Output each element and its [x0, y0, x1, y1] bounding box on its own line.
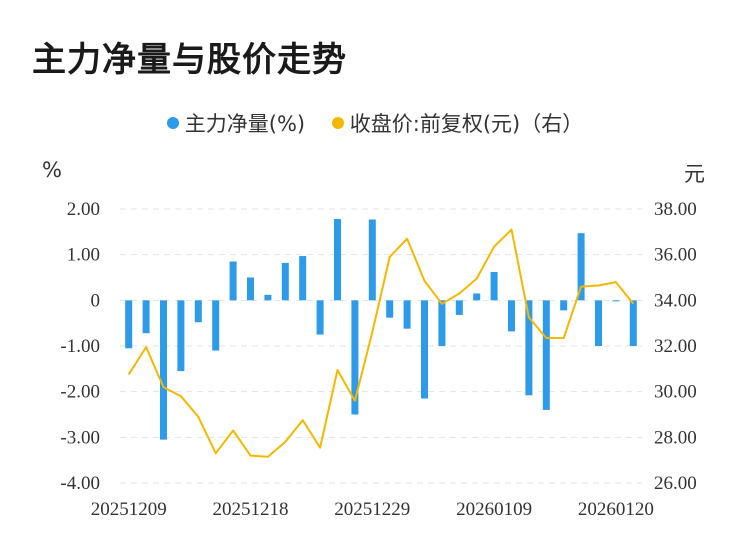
bar-series [125, 219, 637, 440]
legend-label-close-price: 收盘价:前复权(元)（右） [349, 112, 584, 136]
bar [577, 233, 585, 301]
right-tick-label: 28.00 [654, 427, 697, 448]
bar [247, 277, 254, 301]
legend-label-net-volume: 主力净量(%) [184, 112, 306, 136]
bar [455, 300, 463, 315]
bar [612, 300, 620, 302]
x-tick-label: 20260109 [456, 499, 532, 520]
left-tick-label: -4.00 [60, 473, 100, 494]
left-tick-label: 0 [91, 290, 101, 311]
bar [299, 256, 307, 301]
bar [142, 300, 150, 334]
bar [316, 300, 324, 335]
x-tick-label: 20251209 [91, 499, 167, 520]
bar [403, 300, 411, 329]
bar [386, 300, 394, 318]
right-tick-label: 26.00 [654, 473, 697, 494]
bar [212, 300, 220, 351]
right-tick-label: 36.00 [654, 245, 697, 266]
right-axis-ticks: 38.00 36.00 34.00 32.00 30.00 28.00 26.00 [654, 199, 697, 494]
legend-item-net-volume[interactable]: 主力净量(%) [166, 108, 306, 138]
grid-lines [120, 208, 642, 484]
bar [438, 300, 446, 346]
bar [160, 300, 167, 440]
bar [525, 300, 533, 396]
legend-dot-net-volume [166, 117, 179, 129]
bar [177, 300, 185, 372]
line-series [127, 228, 635, 458]
bar [351, 300, 359, 415]
right-tick-label: 38.00 [654, 199, 697, 220]
left-tick-label: -3.00 [60, 427, 100, 448]
x-tick-label: 20251218 [213, 499, 289, 520]
x-tick-label: 20260120 [578, 499, 654, 520]
bar [125, 300, 133, 349]
bar [229, 261, 237, 301]
bar [194, 300, 202, 323]
right-tick-label: 32.00 [654, 336, 697, 357]
left-tick-label: 1.00 [67, 245, 100, 266]
left-axis-unit: % [42, 158, 62, 182]
bar [629, 300, 637, 346]
x-axis-ticks: 20251209 20251218 20251229 20260109 20260120 [91, 499, 654, 520]
bar [542, 300, 550, 410]
left-axis-ticks: 2.00 1.00 0 -1.00 -2.00 -3.00 -4.00 [60, 199, 100, 494]
left-tick-label: 2.00 [67, 199, 100, 220]
price-line [127, 228, 635, 458]
legend-dot-close-price [331, 117, 344, 129]
bar [490, 272, 498, 301]
right-tick-label: 30.00 [654, 382, 697, 403]
bar [508, 300, 515, 332]
right-axis-unit: 元 [684, 162, 705, 186]
chart-title: 主力净量与股价走势 [32, 40, 347, 80]
left-tick-label: -2.00 [60, 382, 100, 403]
bar [281, 262, 289, 301]
bar [368, 219, 376, 301]
bar [334, 219, 341, 301]
bar [595, 300, 602, 346]
legend: 主力净量(%) 收盘价:前复权(元)（右） [0, 108, 750, 138]
bar [473, 293, 481, 301]
right-tick-label: 34.00 [654, 290, 697, 311]
left-tick-label: -1.00 [60, 336, 100, 357]
x-tick-label: 20251229 [334, 499, 410, 520]
bar [560, 300, 568, 311]
bar [264, 294, 272, 301]
legend-item-close-price[interactable]: 收盘价:前复权(元)（右） [331, 108, 584, 138]
bar [421, 300, 428, 399]
